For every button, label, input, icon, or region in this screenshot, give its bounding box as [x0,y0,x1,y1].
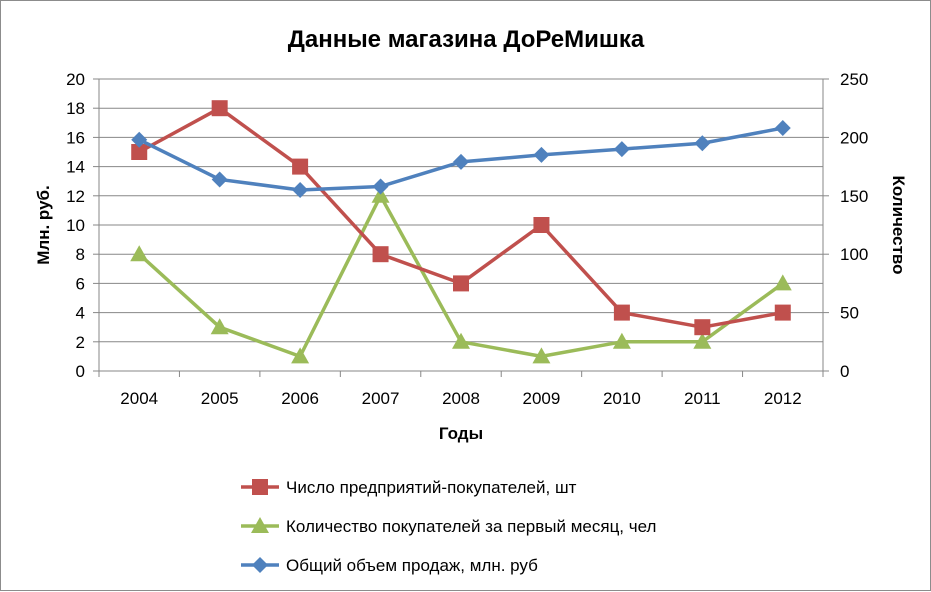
left-tick-label: 12 [66,187,85,206]
data-point [694,319,711,336]
chart-title: Данные магазина ДоРеМишка [288,26,645,53]
right-axis-ticks: 0 50 100 150 200 250 [840,70,868,381]
data-point [131,144,148,160]
legend-item: Число предприятий-покупателей, шт [241,478,577,497]
series-triangle [130,186,792,364]
data-point [774,304,791,321]
data-point [613,304,630,321]
left-tick-label: 4 [76,304,85,323]
x-tick-label: 2010 [603,389,641,408]
left-tick-label: 16 [66,128,85,147]
data-point [292,158,309,175]
left-tick-label: 6 [76,274,85,293]
data-point [452,332,470,349]
data-point [532,347,551,364]
right-tick-label: 250 [840,70,868,89]
x-tick-label: 2008 [442,389,480,408]
data-point [613,141,630,158]
left-tick-label: 2 [76,333,85,352]
left-tick-label: 8 [76,245,85,264]
x-axis-ticks: 2004 2005 2006 2007 2008 2009 2010 2011 2012 [120,389,801,408]
data-point [773,274,792,291]
x-axis-title: Годы [439,424,483,443]
x-tick-label: 2004 [120,389,158,408]
data-point [533,217,550,233]
data-point [131,131,148,148]
axes [93,78,829,377]
data-point [453,275,469,292]
x-tick-label: 2009 [523,389,561,408]
legend-marker [251,517,269,533]
series-square [131,100,791,336]
legend-marker [252,557,268,573]
data-point [774,120,791,137]
data-point [694,135,711,152]
data-point [533,146,550,163]
x-tick-label: 2012 [764,389,802,408]
data-point [130,245,149,262]
series-diamond [131,120,791,198]
data-point [372,178,389,195]
data-point [211,100,228,117]
right-tick-label: 100 [840,245,868,264]
series-group [130,100,792,364]
x-tick-label: 2007 [362,389,400,408]
x-tick-label: 2011 [684,389,721,408]
left-axis-ticks: 0 2 4 6 8 10 12 14 16 18 20 [66,70,85,381]
left-tick-label: 14 [66,158,85,177]
x-tick-label: 2006 [281,389,319,408]
data-point [453,153,469,170]
data-point [292,181,309,198]
left-tick-label: 10 [66,216,85,235]
legend-label: Число предприятий-покупателей, шт [286,478,577,497]
legend: Число предприятий-покупателей, шт Количес… [241,478,656,575]
legend-label: Общий объем продаж, млн. руб [286,556,538,575]
left-tick-label: 18 [66,99,85,118]
series-line [138,106,784,329]
left-tick-label: 0 [76,362,85,381]
left-axis-title: Млн. руб. [34,185,53,265]
data-point [612,332,631,349]
data-point [291,347,310,364]
data-point [693,332,712,349]
x-tick-label: 2005 [201,389,239,408]
right-tick-label: 50 [840,304,859,323]
gridlines [99,78,823,343]
legend-marker [252,479,268,495]
right-axis-title: Количество [889,175,908,274]
data-point [372,246,389,263]
data-point [210,318,229,335]
data-point [371,186,390,203]
legend-item: Общий объем продаж, млн. руб [241,556,538,575]
right-tick-label: 150 [840,187,868,206]
left-tick-label: 20 [66,70,85,89]
legend-item: Количество покупателей за первый месяц, … [241,517,656,536]
data-point [211,171,228,188]
legend-label: Количество покупателей за первый месяц, … [286,517,656,536]
right-tick-label: 200 [840,128,868,147]
right-tick-label: 0 [840,362,849,381]
